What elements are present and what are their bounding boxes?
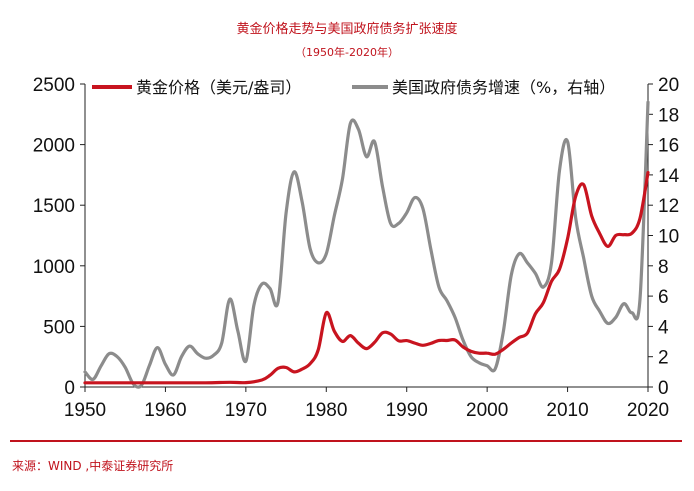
y-right-tick-label: 8 [658, 257, 669, 278]
x-tick-label: 1950 [64, 400, 106, 421]
chart-plot: 0 500 1000 1500 2000 2500 0 2 4 6 8 10 12 14 16 18 20 195… [33, 75, 680, 421]
y-left-tick-label: 2500 [33, 75, 75, 96]
x-tick-label: 1960 [144, 400, 186, 421]
y-right-tick-label: 14 [658, 166, 680, 187]
chart-subtitle: （1950年-2020年） [295, 46, 399, 59]
x-tick-label: 2010 [546, 400, 588, 421]
x-tick-label: 1990 [386, 400, 428, 421]
y-left-tick-label: 1000 [33, 257, 75, 278]
y-left-tick-label: 2000 [33, 136, 75, 157]
y-right-tick-label: 20 [658, 75, 679, 96]
y-left-tick-label: 500 [43, 317, 75, 338]
series-layer [83, 100, 650, 389]
legend-item-gold-label: 黄金价格（美元/盎司） [136, 78, 301, 97]
y-right-tick-label: 0 [658, 378, 669, 399]
source-note: 来源：WIND ,中泰证券研究所 [12, 459, 174, 473]
x-tick-label: 1970 [225, 400, 267, 421]
y-left-tick-label: 1500 [33, 196, 75, 217]
chart-title: 黄金价格走势与美国政府债务扩张速度 [236, 22, 458, 37]
y-right-tick-label: 2 [658, 348, 669, 369]
legend: 黄金价格（美元/盎司） 美国政府债务增速（%，右轴） [92, 78, 615, 97]
y-right-tick-label: 4 [658, 317, 669, 338]
y-right-tick-label: 12 [658, 196, 679, 217]
y-right-tick-label: 16 [658, 136, 679, 157]
x-tick-label: 1980 [305, 400, 347, 421]
us-debt-growth-line [83, 100, 650, 389]
x-tick-label: 2020 [627, 400, 669, 421]
x-tick-label: 2000 [466, 400, 508, 421]
y-left-tick-label: 0 [64, 378, 75, 399]
y-right-tick-label: 10 [658, 227, 679, 248]
y-right-tick-label: 18 [658, 105, 679, 126]
y-right-tick-label: 6 [658, 287, 669, 308]
bottom-divider [10, 440, 682, 442]
gold-price-line [83, 170, 650, 385]
axes: 0 500 1000 1500 2000 2500 0 2 4 6 8 10 12 14 16 18 20 195… [33, 75, 680, 421]
legend-item-debt-label: 美国政府债务增速（%，右轴） [392, 78, 615, 97]
